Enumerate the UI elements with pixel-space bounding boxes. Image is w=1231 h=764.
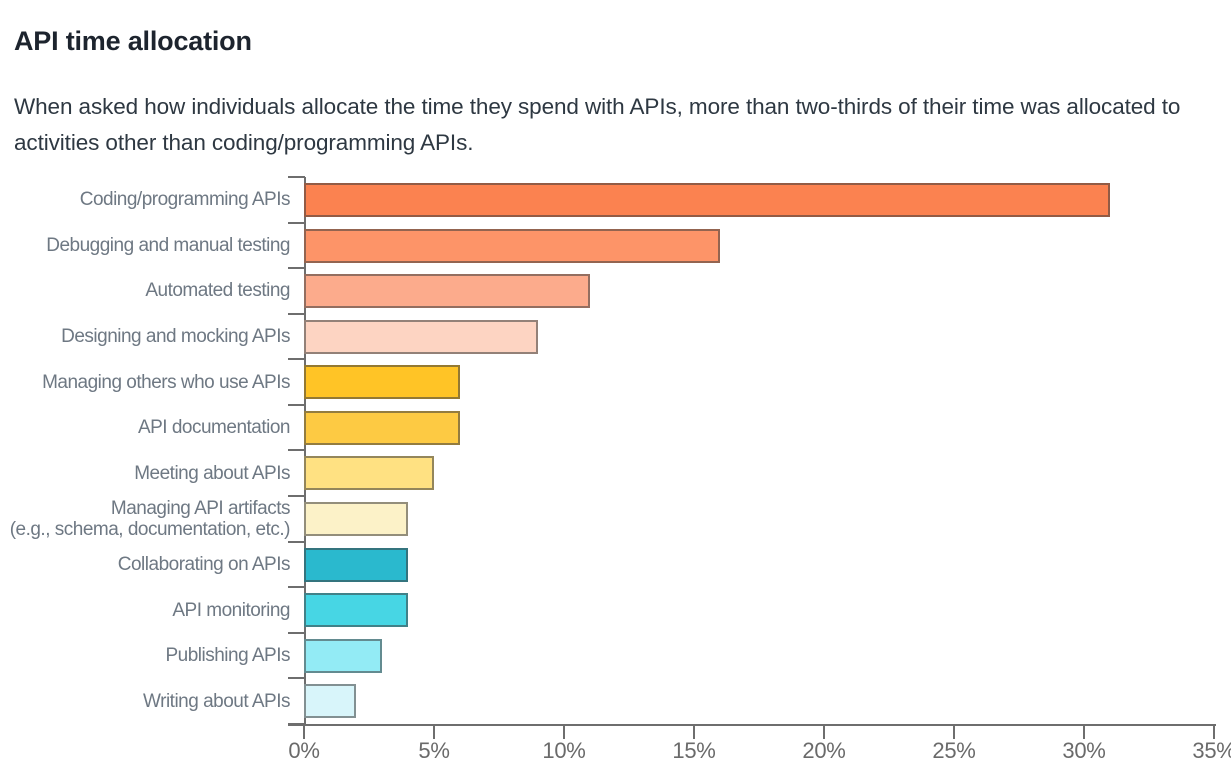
x-axis-tick	[1213, 724, 1215, 739]
x-axis-tick	[693, 724, 695, 739]
bar-chart: Coding/programming APIs Debugging and man…	[0, 170, 1231, 764]
y-axis-tick	[288, 677, 305, 680]
x-tick-label: 10%	[542, 738, 586, 763]
y-axis-tick	[288, 586, 305, 589]
category-label: Designing and mocking APIs	[61, 326, 290, 348]
x-axis-tick	[953, 724, 955, 739]
x-tick-label: 25%	[932, 738, 976, 763]
bar	[304, 547, 408, 582]
category-label: Meeting about APIs	[134, 462, 290, 484]
x-tick-label: 5%	[418, 738, 450, 763]
bar	[304, 593, 408, 628]
category-label: API monitoring	[172, 599, 290, 621]
x-axis-tick	[823, 724, 825, 739]
y-axis-tick	[288, 403, 305, 406]
y-axis-tick	[288, 312, 305, 315]
y-axis-line	[304, 177, 306, 726]
bar	[304, 228, 720, 263]
x-tick-label: 20%	[802, 738, 846, 763]
y-axis-tick	[288, 722, 305, 725]
category-label: Collaborating on APIs	[117, 553, 291, 575]
x-axis-tick	[563, 724, 565, 739]
y-axis-tick	[288, 267, 305, 270]
y-axis-tick	[288, 358, 305, 361]
x-axis-tick	[1083, 724, 1085, 739]
y-axis-tick	[288, 495, 305, 498]
x-tick-label: 35%	[1192, 738, 1231, 763]
bar	[304, 456, 434, 491]
bar	[304, 365, 460, 400]
x-axis-tick	[433, 724, 435, 739]
category-label: Managing others who use APIs	[42, 371, 290, 393]
y-axis-tick	[288, 221, 305, 224]
bar	[304, 410, 460, 445]
x-tick-label: 0%	[288, 738, 320, 763]
category-label: Debugging and manual testing	[46, 234, 290, 256]
chart-subtitle: When asked how individuals allocate the …	[14, 93, 1181, 155]
page-title: API time allocation	[14, 26, 252, 57]
x-tick-label: 30%	[1062, 738, 1106, 763]
y-axis-tick	[288, 631, 305, 634]
bar	[304, 319, 538, 354]
y-axis-tick	[288, 540, 305, 543]
bar	[304, 274, 590, 309]
category-label: Automated testing	[145, 280, 290, 302]
x-axis-line	[288, 724, 1216, 726]
x-axis-tick	[303, 724, 305, 739]
category-label: Managing API artifacts (e.g., schema, do…	[9, 497, 291, 540]
category-label: Coding/programming APIs	[79, 189, 291, 211]
bar	[304, 684, 356, 719]
bar	[304, 183, 1110, 217]
category-label: API documentation	[137, 417, 291, 439]
x-tick-label: 15%	[672, 738, 716, 763]
category-label: Publishing APIs	[165, 645, 290, 667]
y-axis-tick	[288, 449, 305, 452]
y-axis-tick	[288, 176, 305, 178]
category-label: Writing about APIs	[143, 690, 290, 712]
bar	[304, 502, 408, 537]
bar	[304, 638, 382, 673]
